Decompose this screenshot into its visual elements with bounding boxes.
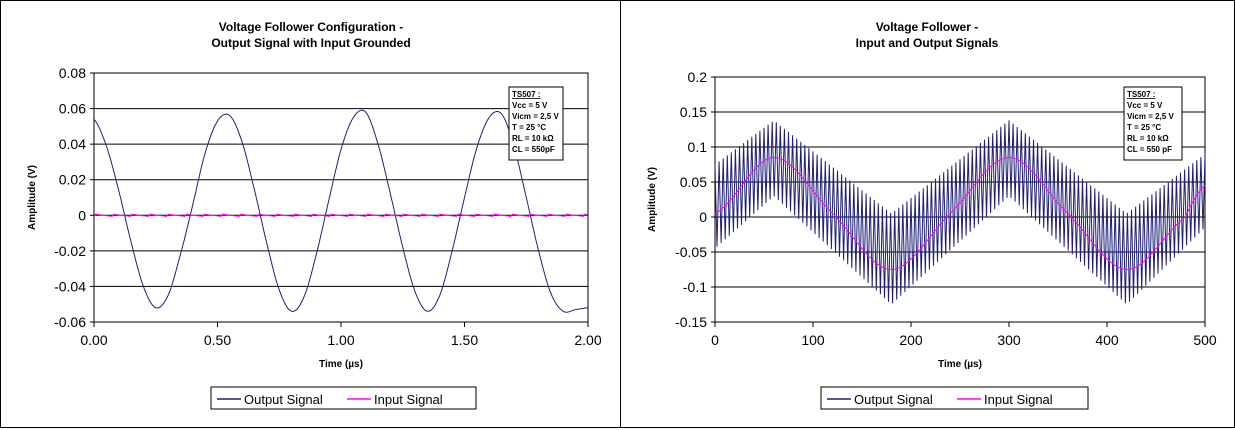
y-tick-label: 0.05 [680, 174, 707, 190]
annotation-line: T = 25 °C [1127, 123, 1161, 132]
legend-box [820, 386, 1089, 410]
x-tick-label: 2.00 [574, 332, 601, 348]
annotation-line: RL = 10 kΩ [512, 134, 554, 143]
plot-area [714, 76, 1206, 323]
x-tick-label: 200 [899, 332, 923, 348]
y-tick-label: -0.1 [683, 279, 707, 295]
series-line-input-signal [714, 157, 1206, 270]
annotation-line: TS507 : [512, 90, 540, 99]
legend-label: Input Signal [374, 392, 443, 407]
annotation-line: TS507 : [1127, 90, 1155, 99]
annotation-line: Vicm = 2,5 V [512, 112, 559, 121]
x-tick-label: 1.50 [451, 332, 478, 348]
y-tick-label: 0.08 [59, 65, 86, 81]
annotation-line: CL = 550 pF [1127, 145, 1172, 154]
y-tick-label: -0.05 [675, 244, 707, 260]
legend-label: Output Signal [854, 392, 933, 407]
y-tick-label: -0.15 [675, 314, 707, 330]
y-tick-label: 0.15 [680, 104, 707, 120]
x-tick-label: 0.50 [204, 332, 231, 348]
chart-title-line: Voltage Follower Configuration - [219, 20, 403, 34]
chart-panel-left: Voltage Follower Configuration - Output S… [0, 0, 621, 428]
x-tick-label: 300 [997, 332, 1021, 348]
x-tick-label: 400 [1095, 332, 1119, 348]
annotation-line: CL = 550pF [512, 145, 555, 154]
chart-left-svg: Voltage Follower Configuration - Output S… [27, 20, 602, 410]
y-tick-label: 0 [699, 209, 707, 225]
series-line-output-signal [93, 109, 589, 313]
y-tick-label: -0.02 [54, 243, 86, 259]
chart-panel-right: Voltage Follower - Input and Output Signa… [620, 0, 1235, 428]
annotation-box [1123, 86, 1183, 161]
y-tick-label: 0 [78, 207, 86, 223]
y-tick-label: 0.04 [59, 136, 86, 152]
x-tick-label: 0.00 [80, 332, 107, 348]
y-tick-label: -0.04 [54, 278, 86, 294]
legend-label: Input Signal [984, 392, 1053, 407]
legend-label: Output Signal [244, 392, 323, 407]
x-axis-title: Time (µs) [938, 359, 982, 370]
series-line-input-signal [93, 213, 589, 217]
x-tick-label: 100 [801, 332, 825, 348]
chart-right-svg: Voltage Follower - Input and Output Signa… [647, 20, 1217, 410]
x-tick-label: 0 [711, 332, 719, 348]
y-tick-label: -0.06 [54, 314, 86, 330]
annotation-line: RL = 10 kΩ [1127, 134, 1169, 143]
chart-title-line: Output Signal with Input Grounded [211, 36, 410, 50]
y-tick-label: 0.2 [688, 69, 708, 85]
series-line-output-signal [714, 120, 1206, 304]
x-tick-label: 500 [1193, 332, 1217, 348]
annotation-line: Vicm = 2,5 V [1127, 112, 1174, 121]
x-tick-label: 1.00 [327, 332, 354, 348]
annotation-box [508, 86, 564, 161]
annotation-line: T = 25 °C [512, 123, 546, 132]
y-tick-label: 0.06 [59, 101, 86, 117]
annotation-line: Vcc = 5 V [1127, 101, 1163, 110]
chart-title-line: Voltage Follower - [876, 20, 978, 34]
annotation-line: Vcc = 5 V [512, 101, 548, 110]
y-axis-title: Amplitude (V) [27, 165, 38, 230]
x-axis-title: Time (µs) [319, 359, 363, 370]
y-tick-label: 0.1 [688, 139, 708, 155]
legend-box [210, 386, 477, 410]
y-tick-label: 0.02 [59, 172, 86, 188]
y-axis-title: Amplitude (V) [647, 167, 658, 232]
chart-title-line: Input and Output Signals [856, 36, 999, 50]
